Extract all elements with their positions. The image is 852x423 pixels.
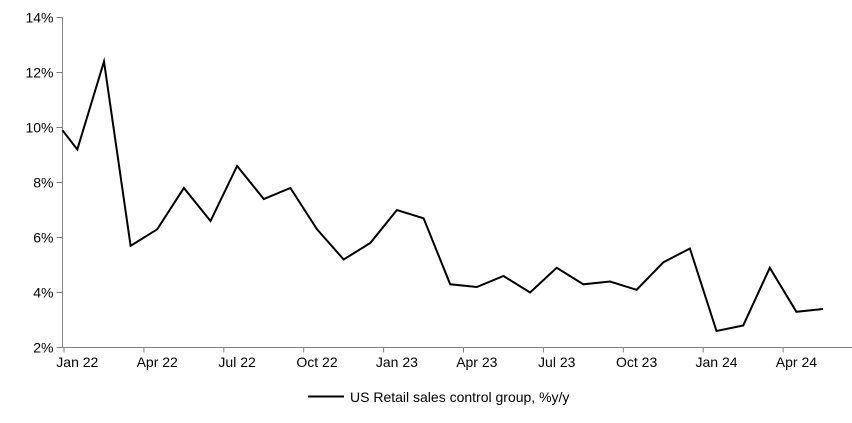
y-axis-label: 4%: [33, 285, 53, 301]
y-axis-label: 14%: [25, 10, 53, 26]
x-axis-label: Apr 22: [137, 354, 178, 370]
y-axis-label: 10%: [25, 120, 53, 136]
x-axis-label: Jul 23: [538, 354, 576, 370]
legend-label: US Retail sales control group, %y/y: [350, 389, 569, 405]
y-axis-label: 2%: [33, 340, 53, 356]
series-line: [61, 56, 824, 333]
x-axis-label: Jan 22: [56, 354, 98, 370]
x-axis-label: Jan 23: [376, 354, 418, 370]
y-axis-label: 6%: [33, 230, 53, 246]
x-axis-label: Jan 24: [695, 354, 737, 370]
x-axis-label: Oct 23: [616, 354, 657, 370]
x-axis-label: Apr 23: [456, 354, 497, 370]
y-axis-label: 12%: [25, 65, 53, 81]
y-axis-label: 8%: [33, 175, 53, 191]
x-axis-label: Oct 22: [296, 354, 337, 370]
legend: US Retail sales control group, %y/y: [308, 389, 569, 405]
x-axis-label: Jul 22: [218, 354, 256, 370]
x-axis-label: Apr 24: [776, 354, 817, 370]
